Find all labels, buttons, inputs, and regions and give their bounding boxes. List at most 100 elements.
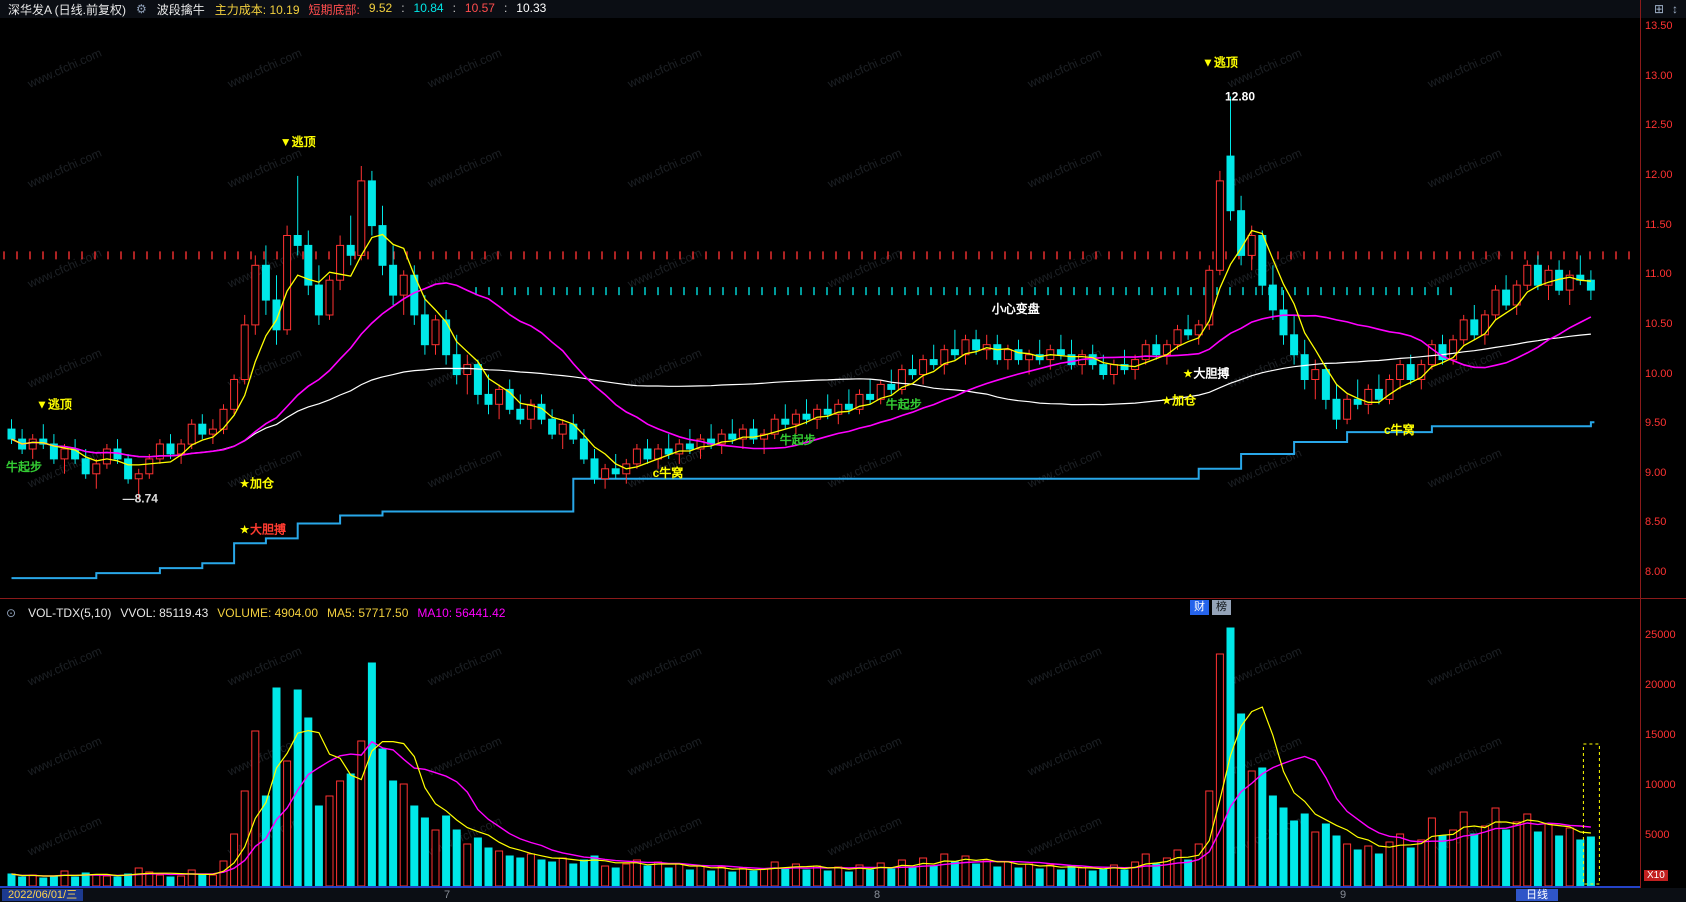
volume-axis-label: 10000	[1645, 779, 1676, 791]
svg-text:c牛窝: c牛窝	[1384, 422, 1415, 437]
layout-icon[interactable]: ⊞	[1653, 2, 1664, 16]
volume-axis: X10 25000 20000 15000 10000 5000	[1642, 626, 1686, 886]
volume-axis-label: 5000	[1645, 829, 1670, 841]
price-axis-label: 8.50	[1645, 516, 1667, 529]
svg-text:www.cfchi.com: www.cfchi.com	[825, 146, 904, 191]
svg-text:www.cfchi.com: www.cfchi.com	[1025, 644, 1104, 689]
svg-text:www.cfchi.com: www.cfchi.com	[625, 814, 704, 859]
svg-text:▼逃顶: ▼逃顶	[1202, 55, 1238, 70]
svg-text:www.cfchi.com: www.cfchi.com	[25, 346, 104, 391]
value-segment: :	[452, 0, 456, 15]
svg-text:www.cfchi.com: www.cfchi.com	[25, 46, 104, 91]
svg-text:www.cfchi.com: www.cfchi.com	[1025, 734, 1104, 779]
value-segment: VVOL: 85119.43	[120, 605, 209, 620]
svg-text:www.cfchi.com: www.cfchi.com	[1425, 446, 1504, 491]
value-segment: MA5: 57717.50	[327, 605, 409, 620]
svg-text:www.cfchi.com: www.cfchi.com	[1225, 644, 1304, 689]
value-segment: 10.57	[464, 0, 495, 15]
value-segment: VOL-TDX(5,10)	[28, 605, 112, 620]
period-selector[interactable]: 日线	[1516, 889, 1558, 901]
support-line	[11, 421, 1595, 580]
svg-text:★大胆搏: ★大胆搏	[1183, 366, 1230, 381]
volume-chart[interactable]: www.cfchi.com www.cfchi.com www.cfchi.com w…	[0, 626, 1640, 886]
quick-badge[interactable]: 财	[1190, 600, 1209, 615]
svg-text:www.cfchi.com: www.cfchi.com	[825, 446, 904, 491]
volume-ma-lines-layer	[11, 706, 1591, 877]
volume-axis-label: 25000	[1645, 629, 1676, 641]
value-segment: MA10: 56441.42	[417, 605, 506, 620]
value-segment: 10.84	[413, 0, 444, 15]
ma-lines-layer	[11, 229, 1592, 470]
svg-text:www.cfchi.com: www.cfchi.com	[1025, 146, 1104, 191]
indicator-name: 波段擒牛	[156, 2, 205, 17]
svg-text:www.cfchi.com: www.cfchi.com	[25, 734, 104, 779]
svg-text:www.cfchi.com: www.cfchi.com	[1025, 446, 1104, 491]
svg-text:★加仓: ★加仓	[1161, 392, 1197, 407]
svg-text:www.cfchi.com: www.cfchi.com	[1025, 246, 1104, 291]
month-label: 8	[874, 889, 881, 901]
svg-text:小心变盘: 小心变盘	[992, 301, 1040, 316]
month-label: 7	[444, 889, 451, 901]
svg-text:www.cfchi.com: www.cfchi.com	[425, 146, 504, 191]
value-segment: 短期底部:	[308, 2, 360, 17]
svg-text:▼逃顶: ▼逃顶	[36, 396, 72, 411]
price-axis-label: 10.50	[1645, 317, 1673, 330]
watermarks-layer: www.cfchi.com www.cfchi.com www.cfchi.com w…	[25, 46, 1504, 491]
price-axis: 13.50 13.00 12.50 12.00 11.50 11.00 10.50 10.00…	[1642, 18, 1686, 598]
svg-text:c牛窝: c牛窝	[653, 465, 684, 480]
status-bar: 2022/06/01/三 7 8 9 日线	[0, 888, 1686, 902]
value-segment: VOLUME: 4904.00	[217, 605, 318, 620]
svg-text:www.cfchi.com: www.cfchi.com	[1025, 814, 1104, 859]
svg-text:牛起步: 牛起步	[6, 459, 42, 474]
current-bar-selector[interactable]	[1582, 743, 1600, 885]
svg-text:▼逃顶: ▼逃顶	[280, 134, 316, 149]
candlestick-chart[interactable]: www.cfchi.com www.cfchi.com www.cfchi.com w…	[0, 18, 1640, 598]
titlebar-tools: ⊞ ↕	[1654, 2, 1678, 16]
quick-badge[interactable]: 榜	[1212, 600, 1231, 615]
svg-text:www.cfchi.com: www.cfchi.com	[1225, 146, 1304, 191]
annotations-layer: ▼逃顶牛起步—8.74★加仓★大胆搏▼逃顶c牛窝牛起步牛起步小心变盘★加仓★大胆…	[6, 55, 1415, 537]
axis-border-line	[1640, 0, 1641, 888]
svg-text:www.cfchi.com: www.cfchi.com	[1425, 46, 1504, 91]
price-axis-label: 13.50	[1645, 19, 1673, 32]
svg-text:www.cfchi.com: www.cfchi.com	[425, 644, 504, 689]
price-axis-label: 12.50	[1645, 119, 1673, 132]
price-axis-label: 11.00	[1645, 268, 1672, 281]
svg-text:www.cfchi.com: www.cfchi.com	[625, 644, 704, 689]
date-display[interactable]: 2022/06/01/三	[2, 889, 84, 901]
value-segment: :	[401, 0, 405, 15]
value-segment: 10.33	[516, 0, 547, 15]
svg-text:12.80: 12.80	[1225, 89, 1255, 103]
candles-layer	[7, 96, 1595, 500]
price-axis-label: 12.00	[1645, 168, 1673, 181]
volume-indicator-header: ⊙ VOL-TDX(5,10) VVOL: 85119.43 VOLUME: 490…	[0, 600, 1640, 625]
svg-text:www.cfchi.com: www.cfchi.com	[25, 146, 104, 191]
svg-text:★大胆搏: ★大胆搏	[239, 521, 286, 536]
svg-text:牛起步: 牛起步	[780, 432, 816, 447]
volume-indicator-values: VOL-TDX(5,10) VVOL: 85119.43 VOLUME: 4904.…	[28, 606, 505, 620]
svg-text:www.cfchi.com: www.cfchi.com	[425, 446, 504, 491]
quick-badges: 财榜	[1190, 600, 1231, 615]
svg-text:www.cfchi.com: www.cfchi.com	[825, 644, 904, 689]
resize-icon[interactable]: ↕	[1672, 2, 1678, 16]
value-segment: :	[503, 0, 508, 15]
reference-ticks-layer	[3, 251, 1630, 296]
pane-bottom-border	[0, 886, 1640, 888]
svg-text:www.cfchi.com: www.cfchi.com	[1025, 46, 1104, 91]
svg-text:www.cfchi.com: www.cfchi.com	[1425, 146, 1504, 191]
svg-text:www.cfchi.com: www.cfchi.com	[825, 734, 904, 779]
price-axis-label: 9.00	[1645, 466, 1667, 479]
svg-text:www.cfchi.com: www.cfchi.com	[25, 246, 104, 291]
svg-text:www.cfchi.com: www.cfchi.com	[625, 346, 704, 391]
indicator-settings-icon[interactable]: ⚙	[136, 2, 147, 16]
svg-text:www.cfchi.com: www.cfchi.com	[1425, 644, 1504, 689]
svg-text:www.cfchi.com: www.cfchi.com	[625, 46, 704, 91]
title-bar: 深华发A (日线.前复权) ⚙ 波段擒牛 主力成本: 10.19 短期底部: 9.5…	[0, 0, 1686, 18]
indicator-toggle-icon[interactable]: ⊙	[6, 605, 17, 620]
svg-text:www.cfchi.com: www.cfchi.com	[225, 734, 304, 779]
svg-text:★加仓: ★加仓	[239, 476, 275, 491]
svg-text:www.cfchi.com: www.cfchi.com	[425, 46, 504, 91]
stock-title: 深华发A (日线.前复权)	[8, 2, 127, 17]
volume-scale-label: X10	[1644, 870, 1668, 881]
